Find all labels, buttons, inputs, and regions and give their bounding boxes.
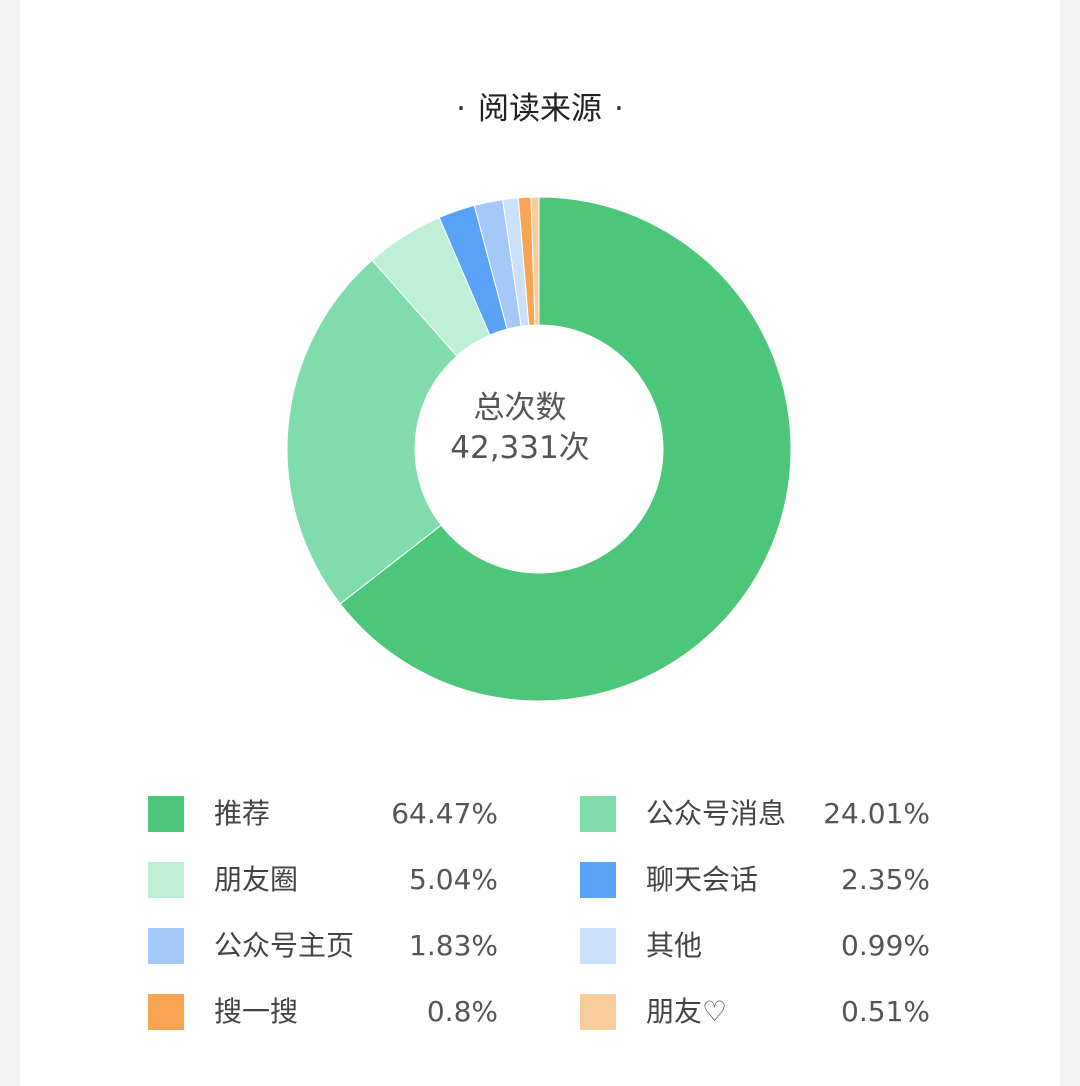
legend-swatch xyxy=(580,928,616,964)
legend-label: 搜一搜 xyxy=(214,995,299,1028)
legend-label: 公众号主页 xyxy=(214,929,355,962)
legend-label: 推荐 xyxy=(214,797,271,830)
legend-value: 1.83% xyxy=(409,929,498,962)
title-dot-right-icon: · xyxy=(614,91,624,127)
legend-swatch xyxy=(148,862,184,898)
chart-card: · 阅读来源 · 总次数 42,331次 推荐 64.47% 公众号消息 24.01% 朋友… xyxy=(20,0,1060,1086)
legend-item: 朋友圈 5.04% xyxy=(148,860,498,900)
legend-value: 0.51% xyxy=(841,995,930,1028)
legend-value: 5.04% xyxy=(409,863,498,896)
legend-label: 朋友♡ xyxy=(646,995,728,1028)
legend-item: 公众号消息 24.01% xyxy=(580,794,930,834)
title-dot-left-icon: · xyxy=(456,91,466,127)
chart-title-text: 阅读来源 xyxy=(478,91,602,127)
legend-value: 2.35% xyxy=(841,863,930,896)
legend-item: 其他 0.99% xyxy=(580,926,930,966)
donut-center: 总次数 42,331次 xyxy=(380,388,660,468)
legend-swatch xyxy=(580,796,616,832)
legend-item: 朋友♡ 0.51% xyxy=(580,992,930,1032)
legend-value: 24.01% xyxy=(823,797,930,830)
donut-chart xyxy=(286,196,792,702)
pie-slice-1 xyxy=(339,196,792,702)
legend-swatch xyxy=(580,862,616,898)
legend-item: 公众号主页 1.83% xyxy=(148,926,498,966)
legend-item: 推荐 64.47% xyxy=(148,794,498,834)
legend-label: 聊天会话 xyxy=(646,863,759,896)
legend-value: 0.99% xyxy=(841,929,930,962)
legend-swatch xyxy=(148,796,184,832)
legend-value: 0.8% xyxy=(426,995,498,1028)
legend-value: 64.47% xyxy=(391,797,498,830)
pie-slice-2 xyxy=(286,259,458,605)
legend-item: 聊天会话 2.35% xyxy=(580,860,930,900)
legend-item: 搜一搜 0.8% xyxy=(148,992,498,1032)
legend-label: 朋友圈 xyxy=(214,863,299,896)
legend-swatch xyxy=(580,994,616,1030)
legend-label: 公众号消息 xyxy=(646,797,787,830)
chart-title: · 阅读来源 · xyxy=(20,84,1060,134)
pie-slice-8 xyxy=(530,196,540,326)
legend-swatch xyxy=(148,928,184,964)
legend-label: 其他 xyxy=(646,929,703,962)
center-value: 42,331次 xyxy=(450,430,590,466)
center-label: 总次数 xyxy=(473,390,567,426)
legend-swatch xyxy=(148,994,184,1030)
